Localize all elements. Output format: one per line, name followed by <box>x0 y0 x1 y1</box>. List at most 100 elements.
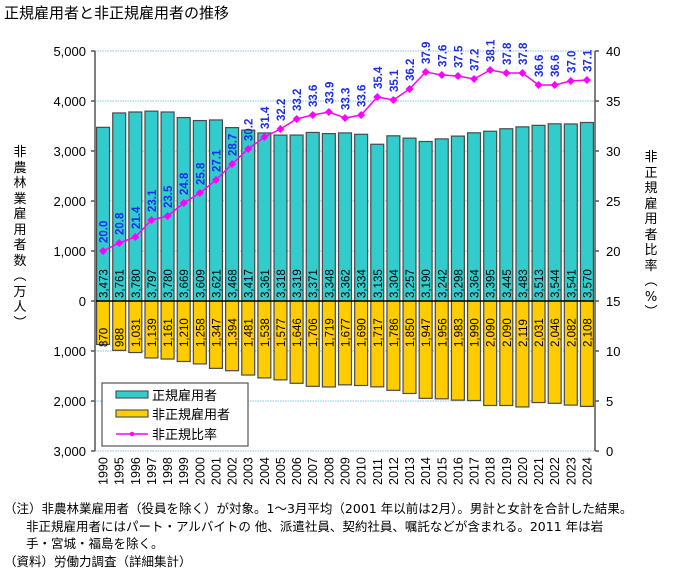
ratio-point <box>518 69 527 77</box>
bar-nonregular <box>579 300 594 408</box>
ratio-point <box>115 239 124 247</box>
right-tick-label: 35 <box>606 94 620 109</box>
bar-label-nonregular: 1,139 <box>147 318 159 347</box>
category-label: 2006 <box>290 457 304 485</box>
bar-label-regular: 3,780 <box>163 269 175 298</box>
ratio-point <box>373 93 382 101</box>
category-label: 2019 <box>500 457 514 485</box>
ratio-label: 30.2 <box>244 119 256 141</box>
category-label: 1996 <box>129 457 143 485</box>
ratio-label: 23.1 <box>147 189 159 212</box>
ratio-label: 21.4 <box>131 206 143 229</box>
ratio-point <box>195 189 204 197</box>
bar-label-nonregular: 988 <box>115 328 127 347</box>
bar-label-regular: 3,621 <box>211 269 223 298</box>
legend-marker-ratio <box>129 431 135 437</box>
ratio-label: 20.8 <box>115 212 127 235</box>
ratio-point <box>163 212 172 220</box>
bar-label-nonregular: 2,090 <box>486 318 498 347</box>
ratio-point <box>470 75 479 83</box>
bar-label-regular: 3,361 <box>260 269 272 298</box>
legend-label: 非正規雇用者 <box>152 407 230 423</box>
left-tick-label: 1,000 <box>53 244 86 259</box>
ratio-label: 35.4 <box>373 66 385 89</box>
left-tick-label: 2,000 <box>53 194 86 209</box>
bar-nonregular <box>483 300 498 407</box>
legend-swatch-regular <box>115 390 149 399</box>
ratio-point <box>131 233 140 241</box>
ratio-label: 37.5 <box>453 45 465 68</box>
ratio-point <box>308 111 317 119</box>
bar-label-regular: 3,541 <box>566 269 578 298</box>
category-label: 2007 <box>306 457 320 485</box>
category-label: 2001 <box>209 457 223 485</box>
axis-label-char: 雇 <box>644 196 658 212</box>
category-label: 2010 <box>355 457 369 485</box>
bar-nonregular <box>563 300 578 406</box>
ratio-label: 38.1 <box>486 39 498 62</box>
legend-label: 非正規比率 <box>152 427 217 443</box>
bar-label-nonregular: 1,031 <box>131 318 143 347</box>
axis-label-char: 用 <box>644 212 658 227</box>
bar-label-regular: 3,257 <box>405 269 417 298</box>
axis-label-char: 正 <box>644 165 658 181</box>
ratio-point <box>550 81 559 89</box>
left-tick-label: 3,000 <box>53 444 86 459</box>
bar-label-regular: 3,362 <box>341 269 353 298</box>
axis-label-char: 比 <box>644 243 658 258</box>
bar-label-nonregular: 1,481 <box>244 318 256 347</box>
axis-label-char: % <box>644 289 658 305</box>
category-label: 2009 <box>339 457 353 485</box>
axis-label-char: 数 <box>13 253 27 269</box>
bar-label-regular: 3,669 <box>179 269 191 298</box>
bar-label-nonregular: 2,108 <box>582 318 594 347</box>
bar-label-nonregular: 1,947 <box>421 318 433 347</box>
axis-label-char: 規 <box>644 181 658 196</box>
ratio-point <box>421 68 430 76</box>
axis-label-char: 率 <box>644 258 658 274</box>
category-label: 2002 <box>226 457 240 485</box>
category-label: 2024 <box>580 457 594 485</box>
right-tick-label: 15 <box>606 294 620 309</box>
ratio-label: 37.6 <box>437 45 449 67</box>
bar-label-nonregular: 1,258 <box>195 318 207 347</box>
category-label: 1999 <box>177 457 191 485</box>
ratio-label: 20.0 <box>99 221 111 243</box>
axis-label-char: ︶ <box>13 315 27 331</box>
left-axis-label: 非農林業雇用者数 ︵ 万人 ︶ <box>12 145 28 331</box>
bar-nonregular <box>450 300 465 401</box>
category-label: 1995 <box>113 457 127 485</box>
axis-label-char: 非 <box>13 145 27 160</box>
bar-label-nonregular: 1,646 <box>292 318 304 347</box>
category-label: 2014 <box>419 457 433 485</box>
bar-label-regular: 3,544 <box>550 269 562 298</box>
category-label: 2005 <box>274 457 288 485</box>
bar-label-nonregular: 1,850 <box>405 318 417 347</box>
ratio-label: 37.9 <box>421 42 433 64</box>
right-tick-label: 10 <box>606 344 620 359</box>
ratio-label: 25.8 <box>195 162 207 185</box>
category-label: 2023 <box>564 457 578 485</box>
ratio-point <box>389 96 398 104</box>
bar-label-nonregular: 1,677 <box>341 318 353 347</box>
ratio-label: 33.6 <box>357 85 369 107</box>
bar-label-nonregular: 1,786 <box>389 318 401 347</box>
bar-nonregular <box>547 300 562 404</box>
ratio-label: 33.6 <box>308 85 320 107</box>
axis-label-char: 万 <box>13 284 27 300</box>
axis-label-char: 用 <box>13 222 27 238</box>
axis-label-char: 雇 <box>13 207 27 222</box>
bar-label-regular: 3,190 <box>421 269 433 298</box>
axis-label-char: 業 <box>13 191 27 207</box>
ratio-point <box>486 66 495 74</box>
ratio-label: 32.2 <box>276 99 288 121</box>
bar-label-nonregular: 1,717 <box>373 318 385 347</box>
ratio-point <box>147 216 156 224</box>
ratio-label: 36.6 <box>550 55 562 77</box>
chart: 3,473 3,761 3,780 3,797 3,780 3,669 3,609 3,621… <box>53 39 620 485</box>
ratio-point <box>324 108 333 116</box>
bar-label-nonregular: 2,082 <box>566 318 578 347</box>
bar-label-nonregular: 1,983 <box>453 318 465 347</box>
bar-label-regular: 3,780 <box>131 269 143 298</box>
ratio-point <box>582 76 591 84</box>
